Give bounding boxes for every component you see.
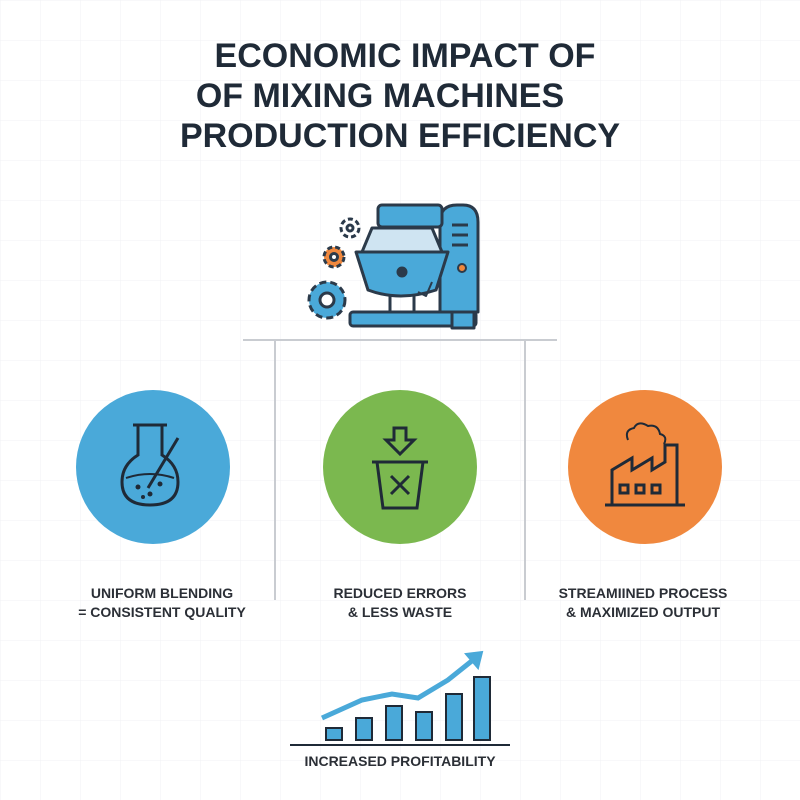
blending-icon	[76, 390, 230, 544]
mixer-icon-part	[376, 203, 444, 229]
blending-icon-part-part	[141, 495, 145, 499]
factory-icon-part-part	[625, 422, 667, 445]
waste-icon-part	[323, 390, 477, 544]
title-line: OF MIXING MACHINES	[196, 77, 564, 115]
factory-icon	[568, 390, 722, 544]
factory-icon-part-part	[634, 483, 646, 495]
footer-label: INCREASED PROFITABILITY	[304, 753, 496, 769]
factory-icon-part	[605, 422, 685, 507]
title-line: PRODUCTION EFFICIENCY	[180, 117, 620, 155]
blending-icon-part-part	[135, 484, 141, 490]
mixer-icon-part	[345, 223, 355, 233]
item-label: & MAXIMIZED OUTPUT	[566, 604, 720, 620]
waste-icon-part-part	[382, 426, 418, 457]
blending-icon-part-part	[120, 425, 180, 507]
factory-icon-part	[568, 390, 722, 544]
mixer-icon-part	[417, 281, 433, 297]
item-label: UNIFORM BLENDING	[91, 585, 233, 601]
blending-icon-part	[120, 423, 180, 507]
mixer-icon-part	[329, 252, 339, 262]
factory-icon-part-part	[618, 483, 630, 495]
title: ECONOMIC IMPACT OF OF MIXING MACHINES PR…	[180, 37, 620, 155]
mixer-icon-part	[318, 291, 336, 309]
blending-icon-part-part	[146, 437, 180, 489]
factory-icon-part-part	[610, 443, 679, 507]
item-label: & LESS WASTE	[348, 604, 452, 620]
blending-icon-part-part	[125, 473, 175, 479]
mixer-icon-part	[450, 310, 476, 330]
blending-icon-part	[76, 390, 230, 544]
profit-icon	[290, 650, 510, 746]
factory-icon-part-part	[650, 483, 662, 495]
mixer-icon-part	[396, 266, 408, 278]
mixer-icon	[307, 203, 480, 330]
item-label: STREAMIINED PROCESS	[559, 585, 728, 601]
profit-icon-part	[385, 705, 403, 741]
waste-icon-part-part	[375, 461, 425, 510]
profit-icon-part	[464, 650, 484, 671]
blending-icon-part-part	[147, 491, 153, 497]
item-label: REDUCED ERRORS	[333, 585, 466, 601]
item-label: = CONSISTENT QUALITY	[78, 604, 246, 620]
waste-icon	[323, 390, 477, 544]
title-line: ECONOMIC IMPACT OF	[215, 37, 596, 75]
profit-icon-part	[320, 654, 480, 721]
waste-icon-part-part	[389, 474, 411, 496]
profit-icon-part	[355, 717, 373, 741]
profit-icon-part	[445, 693, 463, 741]
profit-icon-part	[325, 727, 343, 741]
mixer-icon-part	[388, 296, 416, 312]
profit-icon-part	[473, 676, 491, 741]
connectors	[243, 339, 557, 600]
blending-icon-part	[135, 481, 163, 499]
waste-icon-part	[372, 426, 428, 510]
item-labels: UNIFORM BLENDING = CONSISTENT QUALITY RE…	[78, 585, 727, 620]
mixer-icon-part	[457, 263, 467, 273]
blending-icon-part-part	[157, 481, 163, 487]
profit-icon-part	[415, 711, 433, 741]
mixer-icon-part	[360, 226, 444, 254]
